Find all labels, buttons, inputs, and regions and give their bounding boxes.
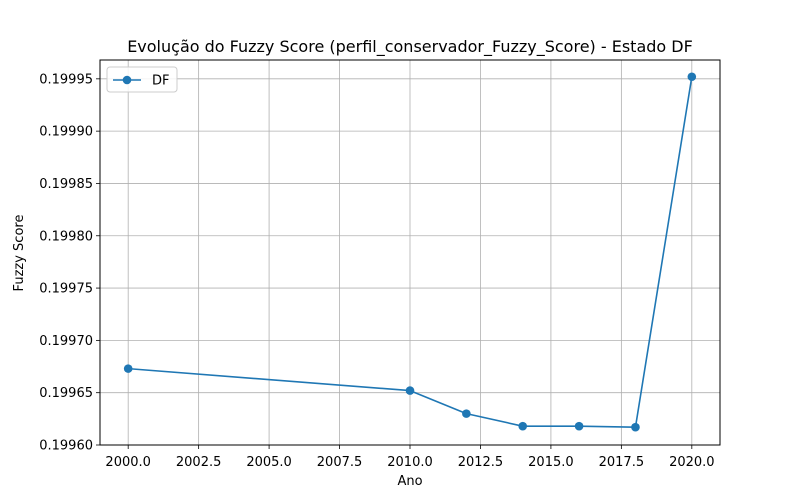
x-tick-label: 2015.0 [528, 455, 574, 470]
x-tick-label: 2002.5 [176, 455, 222, 470]
data-point [574, 421, 584, 431]
x-axis-label: Ano [397, 474, 422, 489]
legend-box [106, 66, 178, 93]
y-tick-label: 0.19970 [39, 334, 93, 349]
x-tick-label: 2007.5 [317, 455, 363, 470]
legend-marker [122, 75, 132, 85]
series-layer [123, 72, 697, 432]
y-tick-label: 0.19985 [39, 177, 93, 192]
grid [100, 60, 720, 446]
x-tick-label: 2010.0 [387, 455, 433, 470]
y-tick-label: 0.19975 [39, 282, 93, 297]
y-tick-label: 0.19995 [39, 72, 93, 87]
x-tick-label: 2012.5 [458, 455, 504, 470]
y-tick-label: 0.19965 [39, 386, 93, 401]
x-tick-label: 2020.0 [669, 455, 715, 470]
y-tick-label: 0.19990 [39, 125, 93, 140]
data-point [405, 386, 415, 395]
x-tick-label: 2017.5 [599, 455, 645, 470]
data-point [687, 72, 697, 82]
x-axis: 2000.0 2002.5 2005.0 2007.5 2010.0 2012.5 2015… [105, 445, 715, 470]
legend: DF [106, 66, 178, 93]
y-axis-label: Fuzzy Score [12, 215, 27, 292]
data-point [631, 422, 640, 432]
chart-title: Evolução do Fuzzy Score (perfil_conserva… [127, 37, 693, 57]
y-tick-label: 0.19980 [39, 229, 93, 244]
legend-label: DF [152, 74, 170, 89]
y-axis: 0.19960 0.19965 0.19970 0.19975 0.19980 0.199… [39, 72, 100, 454]
data-point [462, 409, 471, 418]
y-tick-label: 0.19960 [39, 439, 93, 454]
data-point [123, 364, 133, 373]
x-tick-label: 2005.0 [246, 455, 292, 470]
data-point [518, 421, 528, 431]
x-tick-label: 2000.0 [105, 455, 151, 470]
